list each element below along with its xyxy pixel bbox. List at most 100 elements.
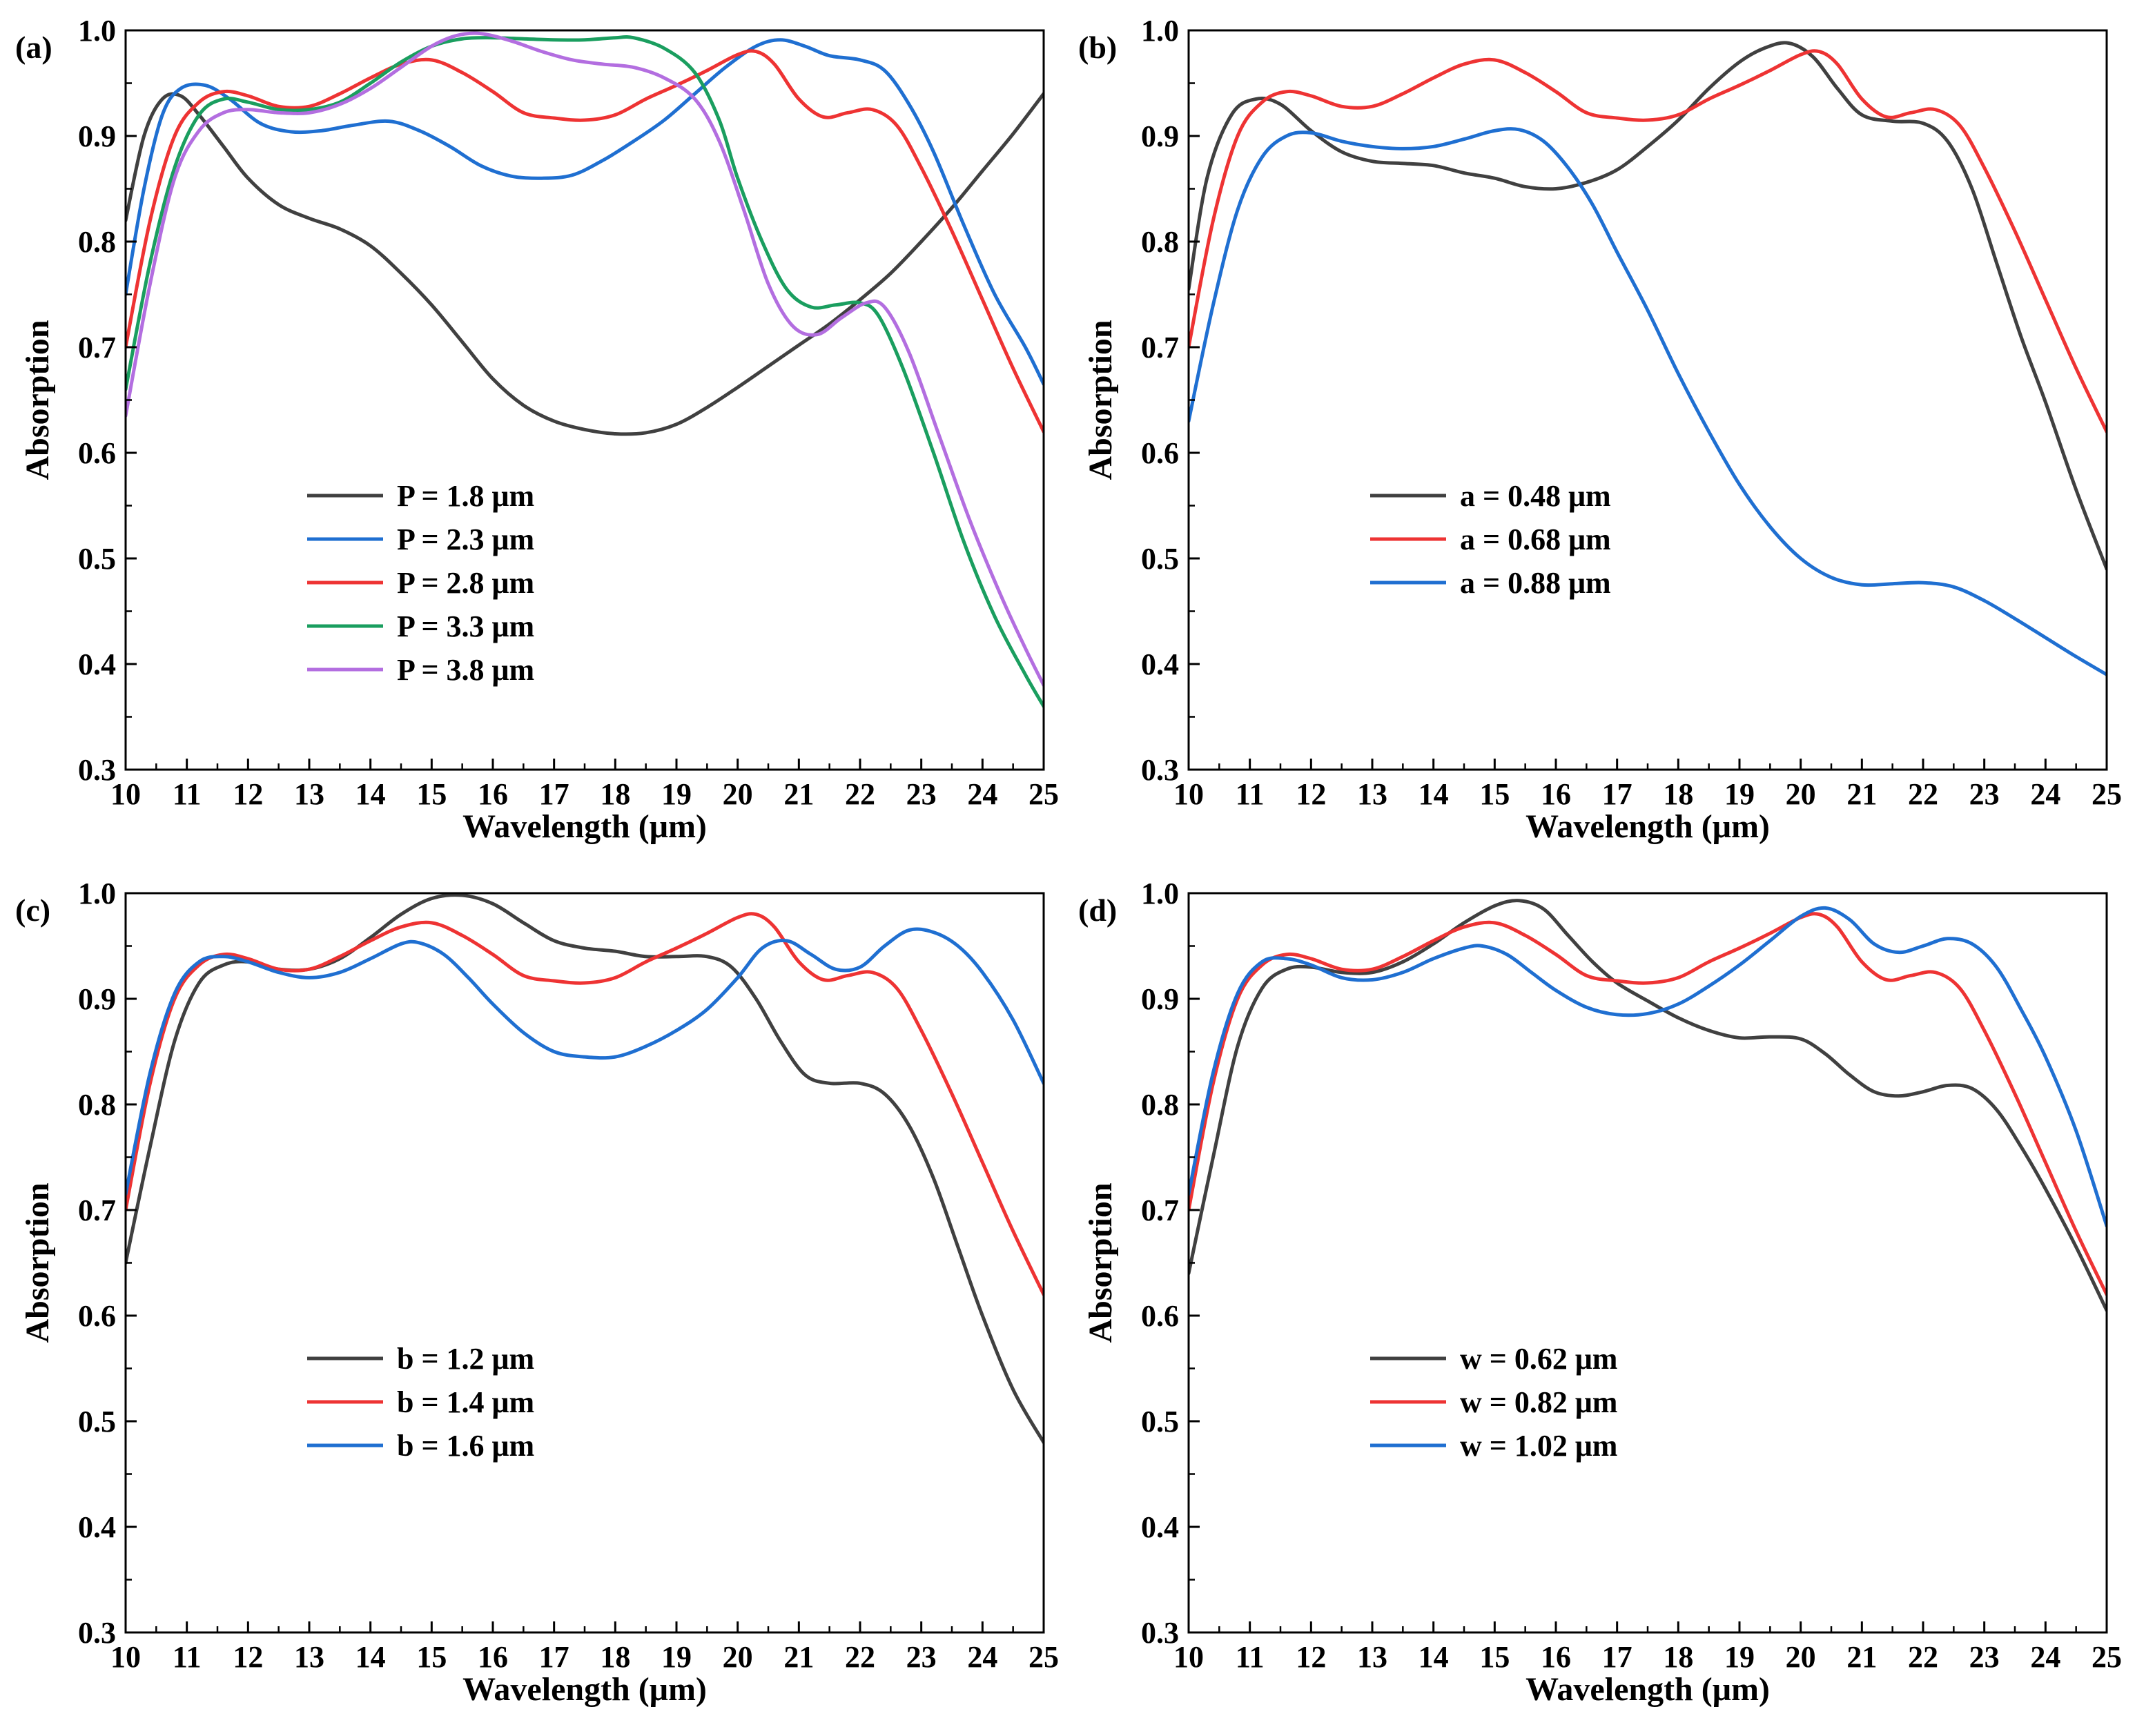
x-tick-label: 10 — [1173, 777, 1204, 811]
legend-label: P = 2.8 μm — [397, 566, 534, 600]
x-tick-label: 22 — [845, 1640, 875, 1674]
x-tick-label: 20 — [1786, 1640, 1816, 1674]
x-tick-label: 24 — [967, 1640, 997, 1674]
x-tick-label: 14 — [1419, 777, 1449, 811]
x-tick-label: 20 — [1786, 777, 1816, 811]
series-group — [126, 31, 1044, 708]
y-tick-label: 0.3 — [1141, 753, 1179, 787]
series-group — [1189, 899, 2107, 1312]
y-axis-title: Absorption — [19, 1182, 56, 1343]
series-line-2 — [126, 38, 1044, 387]
x-tick-label: 18 — [1663, 1640, 1693, 1674]
x-tick-label: 18 — [600, 1640, 630, 1674]
y-tick-label: 0.4 — [1141, 1510, 1179, 1544]
x-tick-label: 23 — [906, 1640, 937, 1674]
x-tick-label: 15 — [1479, 777, 1510, 811]
y-tick-label: 0.9 — [78, 119, 116, 153]
x-tick-label: 23 — [1969, 777, 2000, 811]
y-tick-label: 0.9 — [1141, 119, 1179, 153]
x-tick-label: 25 — [2092, 1640, 2122, 1674]
x-tick-label: 21 — [783, 777, 814, 811]
x-tick-label: 16 — [478, 777, 508, 811]
y-tick-label: 0.9 — [78, 982, 116, 1016]
y-tick-label: 0.5 — [78, 1405, 116, 1438]
series-line-2 — [1189, 912, 2107, 1296]
y-tick-label: 0.8 — [1141, 1088, 1179, 1122]
series-line-1 — [1189, 899, 2107, 1312]
y-axis-title: Absorption — [1082, 1182, 1119, 1343]
legend-label: b = 1.6 μm — [397, 1429, 534, 1463]
y-tick-label: 0.7 — [1141, 331, 1179, 364]
panel-b: 10 11 12 13 14 15 16 17 18 19 20 21 22 23 24 25 0.3 0.4 0.… — [1078, 14, 2122, 845]
x-tick-label: 21 — [1846, 1640, 1877, 1674]
series-line-5 — [126, 31, 1044, 687]
x-tick-label: 17 — [1602, 1640, 1632, 1674]
x-tick-label: 14 — [1419, 1640, 1449, 1674]
x-tick-label: 23 — [906, 777, 937, 811]
x-tick-label: 10 — [1173, 1640, 1204, 1674]
x-tick-label: 21 — [1846, 777, 1877, 811]
y-tick-label: 0.6 — [1141, 436, 1179, 470]
legend: w = 0.62 μm w = 0.82 μm w = 1.02 μm — [1370, 1342, 1617, 1463]
y-tick-label: 0.6 — [78, 436, 116, 470]
panel-label: (b) — [1078, 30, 1117, 65]
y-tick-label: 0.5 — [78, 542, 116, 576]
x-tick-label: 17 — [1602, 777, 1632, 811]
x-tick-label: 12 — [233, 1640, 263, 1674]
x-tick-label: 19 — [1724, 1640, 1755, 1674]
x-tick-label: 11 — [173, 777, 202, 811]
x-tick-label: 17 — [539, 777, 569, 811]
panel-c: 10 11 12 13 14 15 16 17 18 19 20 21 22 23 24 25 0.3 0.4 0.… — [15, 877, 1059, 1708]
series-line-3 — [1189, 906, 2107, 1228]
x-tick-label: 15 — [416, 1640, 447, 1674]
series-line-3 — [126, 927, 1044, 1196]
x-tick-label: 13 — [294, 1640, 324, 1674]
y-axis-title: Absorption — [1082, 320, 1119, 480]
y-tick-label: 0.5 — [1141, 1405, 1179, 1438]
y-tick-label: 1.0 — [78, 877, 116, 910]
x-tick-label: 11 — [173, 1640, 202, 1674]
x-tick-label: 18 — [1663, 777, 1693, 811]
legend-label: w = 0.62 μm — [1460, 1342, 1617, 1376]
x-tick-label: 24 — [2030, 1640, 2060, 1674]
x-tick-label: 14 — [355, 777, 386, 811]
series-group — [126, 893, 1044, 1445]
legend-label: P = 3.8 μm — [397, 653, 534, 687]
y-tick-label: 1.0 — [1141, 14, 1179, 48]
legend-label: P = 1.8 μm — [397, 479, 534, 513]
y-tick-label: 0.5 — [1141, 542, 1179, 576]
x-tick-label: 16 — [1541, 1640, 1571, 1674]
x-axis-title: Wavelength (μm) — [1525, 808, 1770, 845]
x-tick-label: 13 — [294, 777, 324, 811]
series-line-2 — [126, 912, 1044, 1296]
x-tick-label: 12 — [233, 777, 263, 811]
x-tick-label: 20 — [723, 1640, 753, 1674]
series-line-1 — [126, 893, 1044, 1445]
y-tick-label: 0.4 — [1141, 647, 1179, 681]
legend-label: P = 3.3 μm — [397, 609, 534, 643]
x-tick-label: 14 — [355, 1640, 386, 1674]
y-tick-label: 0.4 — [78, 1510, 116, 1544]
y-tick-label: 1.0 — [1141, 877, 1179, 910]
legend-label: a = 0.88 μm — [1460, 566, 1611, 600]
x-tick-label: 15 — [416, 777, 447, 811]
x-axis-title: Wavelength (μm) — [462, 1671, 707, 1708]
x-axis-title: Wavelength (μm) — [1525, 1671, 1770, 1708]
x-tick-label: 10 — [110, 777, 141, 811]
y-tick-label: 0.7 — [1141, 1193, 1179, 1227]
series-line-3 — [126, 49, 1044, 433]
x-tick-label: 13 — [1357, 1640, 1387, 1674]
x-tick-label: 20 — [723, 777, 753, 811]
legend-label: a = 0.48 μm — [1460, 479, 1611, 513]
y-tick-label: 1.0 — [78, 14, 116, 48]
x-tick-label: 24 — [967, 777, 997, 811]
x-tick-label: 10 — [110, 1640, 141, 1674]
panel-label: (c) — [15, 893, 50, 928]
x-tick-label: 21 — [783, 1640, 814, 1674]
series-line-2 — [1189, 49, 2107, 433]
x-tick-label: 17 — [539, 1640, 569, 1674]
y-axis-title: Absorption — [19, 320, 56, 480]
legend-label: b = 1.4 μm — [397, 1385, 534, 1419]
x-tick-label: 25 — [1028, 1640, 1059, 1674]
